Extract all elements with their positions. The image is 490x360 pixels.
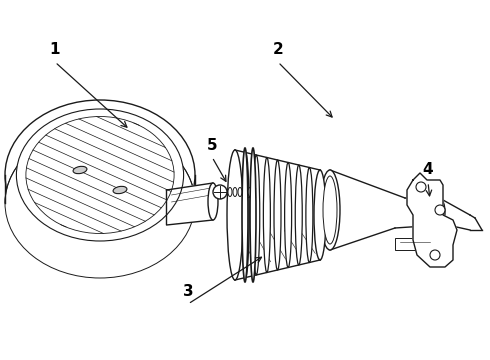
Ellipse shape [250,148,256,282]
Ellipse shape [73,166,87,174]
Ellipse shape [233,188,237,197]
Ellipse shape [248,188,252,197]
Ellipse shape [208,183,218,220]
Ellipse shape [227,150,243,280]
Text: 5: 5 [207,138,217,153]
Text: 1: 1 [50,42,60,58]
Ellipse shape [228,188,232,197]
Ellipse shape [113,186,127,194]
Ellipse shape [253,155,260,275]
Bar [395,238,435,250]
Ellipse shape [16,109,184,241]
Ellipse shape [306,167,313,262]
Ellipse shape [26,117,174,234]
Polygon shape [407,173,457,267]
Ellipse shape [213,185,227,199]
Ellipse shape [285,162,292,267]
Ellipse shape [435,199,445,225]
Ellipse shape [238,188,242,197]
Ellipse shape [295,165,302,265]
Ellipse shape [320,170,340,250]
Ellipse shape [231,150,239,280]
Ellipse shape [242,148,248,282]
Text: 2: 2 [272,42,283,58]
Text: 4: 4 [423,162,433,177]
Circle shape [430,250,440,260]
Circle shape [435,205,445,215]
Ellipse shape [314,170,326,260]
Polygon shape [5,100,195,203]
Ellipse shape [323,176,337,244]
Circle shape [416,182,426,192]
Ellipse shape [5,128,195,278]
Ellipse shape [243,188,247,197]
Text: 3: 3 [183,284,194,300]
Ellipse shape [242,153,249,278]
Ellipse shape [5,100,195,250]
Ellipse shape [264,158,270,273]
Ellipse shape [274,160,281,270]
Ellipse shape [317,170,323,260]
Polygon shape [167,183,213,225]
